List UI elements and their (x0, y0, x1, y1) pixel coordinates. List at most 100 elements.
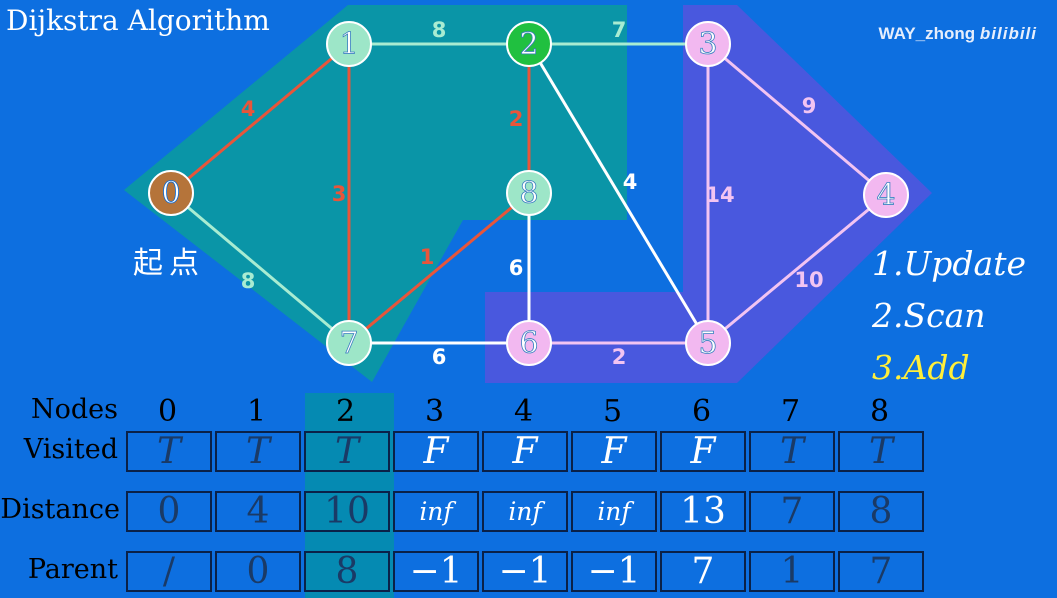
algorithm-steps: 1.Update 2.Scan 3.Add (872, 238, 1026, 394)
step-update: 1.Update (872, 244, 1027, 283)
step-scan: 2.Scan (872, 296, 986, 335)
watermark: WAY_zhong bilibili (879, 24, 1038, 44)
graph-node-label-4: 4 (876, 178, 895, 213)
graph-node-3: 3 (685, 21, 731, 67)
table-header-node-4: 4 (513, 394, 534, 429)
edge-weight-5-6: 2 (612, 345, 627, 369)
graph-node-8: 8 (506, 170, 552, 216)
table-header-node-3: 3 (424, 394, 445, 429)
table-cell-distance-8: 8 (838, 491, 924, 532)
table-cell-distance-1: 4 (215, 491, 301, 532)
table-cell-parent-6: 7 (660, 551, 746, 592)
edge-weight-0-1: 4 (241, 97, 256, 121)
table-cell-visited-2: T (304, 431, 390, 472)
bilibili-logo: bilibili (979, 24, 1037, 43)
watermark-user: WAY_zhong (878, 24, 976, 43)
table-cell-parent-0: / (126, 551, 212, 592)
table-cell-visited-0: T (126, 431, 212, 472)
table-cell-visited-5: F (571, 431, 657, 472)
table-cell-visited-4: F (482, 431, 568, 472)
table-cell-distance-3: inf (393, 491, 479, 532)
graph-node-label-6: 6 (519, 326, 538, 361)
graph-node-label-8: 8 (519, 176, 538, 211)
table-cell-parent-3: −1 (393, 551, 479, 592)
edge-3-4 (707, 42, 887, 197)
table-header-node-5: 5 (602, 394, 623, 429)
table-cell-parent-8: 7 (838, 551, 924, 592)
edge-weight-3-5: 14 (705, 183, 734, 207)
table-cell-parent-7: 1 (749, 551, 835, 592)
graph-node-label-1: 1 (339, 27, 358, 62)
table-cell-distance-7: 7 (749, 491, 835, 532)
graph-node-5: 5 (685, 320, 731, 366)
graph-node-circle-6 (506, 320, 552, 366)
table-cell-visited-3: F (393, 431, 479, 472)
table-cell-distance-6: 13 (660, 491, 746, 532)
graph-node-7: 7 (326, 320, 372, 366)
edge-weight-0-7: 8 (241, 269, 256, 293)
graph-node-circle-2 (506, 21, 552, 67)
table-cell-parent-4: −1 (482, 551, 568, 592)
graph-node-label-0: 0 (161, 176, 180, 211)
table-cell-parent-5: −1 (571, 551, 657, 592)
table-cell-visited-1: T (215, 431, 301, 472)
table-cell-visited-6: F (660, 431, 746, 472)
graph-node-2: 2 (506, 21, 552, 67)
edge-0-7 (170, 191, 350, 345)
page-title: Dijkstra Algorithm (6, 4, 270, 37)
table-cell-distance-5: inf (571, 491, 657, 532)
table-header-node-8: 8 (869, 394, 890, 429)
table-cell-parent-1: 0 (215, 551, 301, 592)
step-add: 3.Add (872, 348, 970, 387)
graph-node-circle-3 (685, 21, 731, 67)
edge-weight-4-5: 10 (794, 268, 823, 292)
edge-weight-2-3: 7 (612, 18, 627, 42)
row-label-visited: Visited (23, 434, 118, 465)
graph-node-circle-0 (148, 170, 194, 216)
table-cell-distance-0: 0 (126, 491, 212, 532)
start-node-label: 起点 (133, 246, 205, 281)
edge-weight-1-7: 3 (332, 182, 347, 206)
graph-node-circle-4 (863, 172, 909, 218)
edge-weight-1-2: 8 (432, 18, 447, 42)
edge-weight-2-8: 2 (509, 107, 524, 131)
graph-node-label-7: 7 (339, 326, 358, 361)
table-cell-visited-8: T (838, 431, 924, 472)
graph-node-circle-5 (685, 320, 731, 366)
edge-weight-7-8: 1 (420, 245, 435, 269)
graph-node-1: 1 (326, 21, 372, 67)
edge-weight-2-5: 4 (623, 170, 638, 194)
table-header-node-7: 7 (780, 394, 801, 429)
graph-node-label-5: 5 (698, 326, 717, 361)
edge-weight-3-4: 9 (802, 94, 817, 118)
visited-region (124, 5, 627, 382)
graph-node-circle-8 (506, 170, 552, 216)
graph-node-circle-7 (326, 320, 372, 366)
table-header-node-1: 1 (246, 394, 267, 429)
graph-node-label-2: 2 (519, 27, 538, 62)
row-label-distance: Distance (0, 494, 120, 525)
table-header-node-0: 0 (157, 394, 178, 429)
table-header-node-6: 6 (691, 394, 712, 429)
edge-4-5 (707, 193, 887, 345)
graph-node-circle-1 (326, 21, 372, 67)
edge-7-8 (348, 191, 530, 345)
row-label-nodes: Nodes (31, 394, 118, 425)
table-cell-parent-2: 8 (304, 551, 390, 592)
table-cell-visited-7: T (749, 431, 835, 472)
row-label-parent: Parent (27, 554, 118, 585)
edge-0-1 (170, 42, 350, 195)
graph-node-label-3: 3 (698, 27, 717, 62)
graph-node-0: 0 (148, 170, 194, 216)
table-header-node-2: 2 (335, 394, 356, 429)
edge-weight-6-8: 6 (509, 256, 524, 280)
graph-node-6: 6 (506, 320, 552, 366)
table-cell-distance-2: 10 (304, 491, 390, 532)
edge-weight-6-7: 6 (432, 345, 447, 369)
graph-node-4: 4 (863, 172, 909, 218)
table-cell-distance-4: inf (482, 491, 568, 532)
current-column-highlight (305, 393, 394, 598)
edge-2-5 (527, 43, 710, 344)
